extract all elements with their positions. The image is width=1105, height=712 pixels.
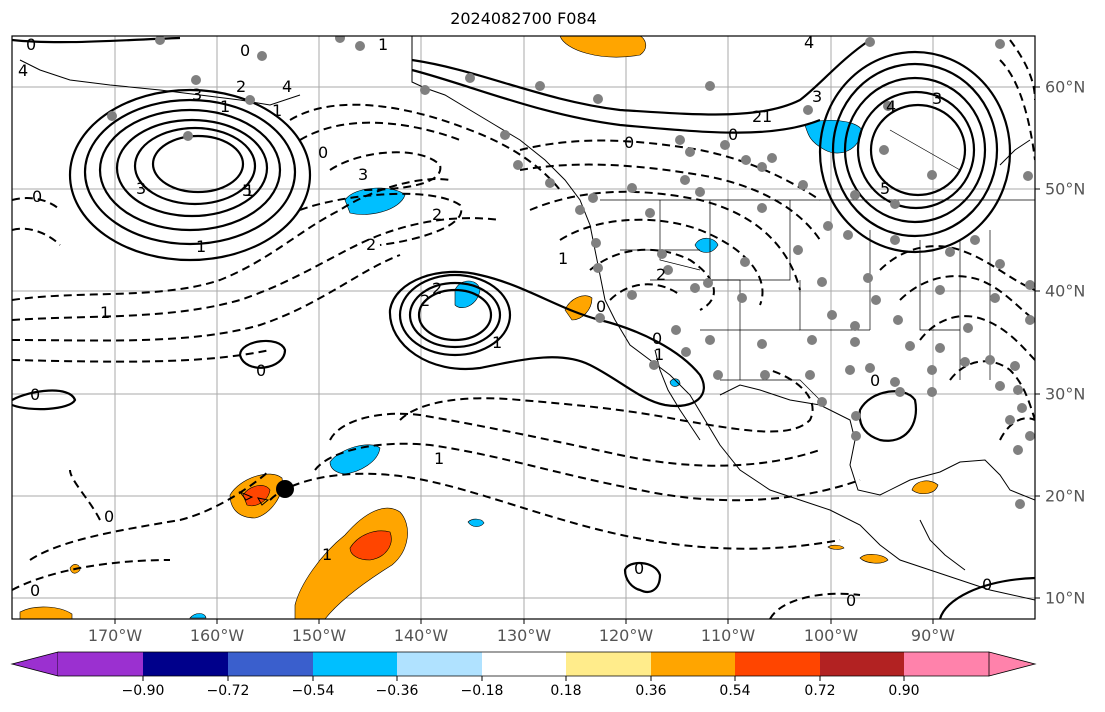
contour-label: 0 — [870, 371, 880, 390]
contour-label: 4 — [804, 33, 814, 52]
contour-label: 2 — [432, 279, 442, 298]
colorbar-label: −0.54 — [291, 683, 335, 699]
colorbar-segment — [988, 651, 1037, 677]
colorbar-segment — [228, 652, 313, 676]
contour-label: 0 — [728, 125, 738, 144]
colorbar-label: 0.90 — [888, 683, 920, 699]
contour-label: 1 — [492, 333, 502, 352]
contour-label: 0 — [30, 581, 40, 600]
contour-label: 1 — [100, 303, 110, 322]
contour-label: 0 — [32, 187, 42, 206]
contour-label: 3 — [192, 85, 202, 104]
contour-label: 0 — [624, 133, 634, 152]
colorbar-segment — [735, 652, 820, 676]
contour-label: 0 — [318, 143, 328, 162]
map-title: 2024082700 F084 — [450, 9, 597, 28]
colorbar-label: −0.90 — [121, 683, 165, 699]
lon-label: 140°W — [393, 626, 449, 645]
contour-label: 1 — [196, 237, 206, 256]
colorbar-segment — [143, 652, 228, 676]
lon-label: 90°W — [910, 626, 956, 645]
contour-label: 3 — [358, 165, 368, 184]
lon-label: 170°W — [87, 626, 143, 645]
contour-label: 4 — [282, 77, 292, 96]
colorbar-label: 0.72 — [804, 683, 836, 699]
lon-label: 120°W — [598, 626, 654, 645]
lat-label: 40°N — [1045, 281, 1086, 301]
colorbar-segment — [651, 652, 735, 676]
lon-label: 100°W — [803, 626, 859, 645]
lon-label: 110°W — [700, 626, 756, 645]
colorbar-ticks — [142, 676, 905, 681]
colorbar — [10, 651, 1037, 681]
lat-label: 50°N — [1045, 179, 1086, 199]
contour-label: 2 — [420, 291, 430, 310]
contour-label: 1 — [558, 249, 568, 268]
lon-label: 150°W — [291, 626, 347, 645]
colorbar-segment — [313, 652, 397, 676]
colorbar-label: −0.18 — [460, 683, 504, 699]
colorbar-label: 0.54 — [719, 683, 751, 699]
colorbar-segment — [397, 652, 482, 676]
map-area: 0 1 0 4 3 1 2 1 0 3 0 1 1 0 1 0 4 5 0 1 … — [12, 33, 1035, 619]
station-dots — [107, 36, 1035, 509]
contour-label: 5 — [880, 179, 890, 198]
lon-label: 160°W — [189, 626, 245, 645]
colorbar-segment — [566, 652, 651, 676]
contour-label: 2 — [752, 107, 762, 126]
contour-label: 1 — [244, 181, 254, 200]
contour-label: 0 — [982, 575, 992, 594]
colorbar-label: −0.72 — [206, 683, 250, 699]
contour-label-group: 0 1 0 4 3 1 2 1 0 3 0 1 1 0 1 0 4 5 0 1 … — [18, 33, 992, 610]
colorbar-segment — [482, 652, 566, 676]
contour-label: 2 — [656, 265, 666, 284]
contour-label: 2 — [432, 205, 442, 224]
colorbar-label: −0.36 — [375, 683, 419, 699]
contour-label: 2 — [366, 235, 376, 254]
contour-label: 1 — [378, 35, 388, 54]
contour-label: 5 — [242, 181, 252, 200]
lat-label: 30°N — [1045, 384, 1086, 404]
contour-label: 2 — [236, 77, 246, 96]
highlight-marker — [276, 480, 294, 498]
lat-label: 10°N — [1045, 588, 1086, 608]
colorbar-segment — [10, 651, 59, 677]
contour-label: 4 — [18, 61, 28, 80]
contour-label: 0 — [26, 35, 36, 54]
colorbar-label: 0.36 — [635, 683, 667, 699]
colorbar-segment — [58, 652, 143, 676]
contour-label: 1 — [434, 449, 444, 468]
dashed-contours — [12, 39, 1035, 619]
coastlines — [19, 36, 1035, 601]
contour-label: 3 — [136, 179, 146, 198]
contour-label: 1 — [220, 97, 230, 116]
contour-label: 3 — [812, 87, 822, 106]
colorbar-segment — [904, 652, 989, 676]
contour-label: 0 — [240, 41, 250, 60]
contour-label: 1 — [322, 545, 332, 564]
contour-label: 1 — [272, 101, 282, 120]
contour-label: 4 — [886, 97, 896, 116]
contour-label: 1 — [762, 107, 772, 126]
contour-label: 0 — [30, 385, 40, 404]
contour-label: 0 — [652, 329, 662, 348]
solid-contours — [12, 36, 1035, 619]
contour-label: 0 — [256, 361, 266, 380]
lat-label: 20°N — [1045, 486, 1086, 506]
axis-ticks — [114, 86, 1040, 624]
contour-label: 0 — [634, 559, 644, 578]
contour-label: 3 — [932, 89, 942, 108]
lon-label: 130°W — [496, 626, 552, 645]
contour-label: 0 — [846, 591, 856, 610]
contour-label: 0 — [104, 507, 114, 526]
colorbar-segment — [820, 652, 904, 676]
colorbar-label: 0.18 — [550, 683, 582, 699]
contour-label: 0 — [596, 297, 606, 316]
contour-label: 1 — [654, 345, 664, 364]
lat-label: 60°N — [1045, 77, 1086, 97]
